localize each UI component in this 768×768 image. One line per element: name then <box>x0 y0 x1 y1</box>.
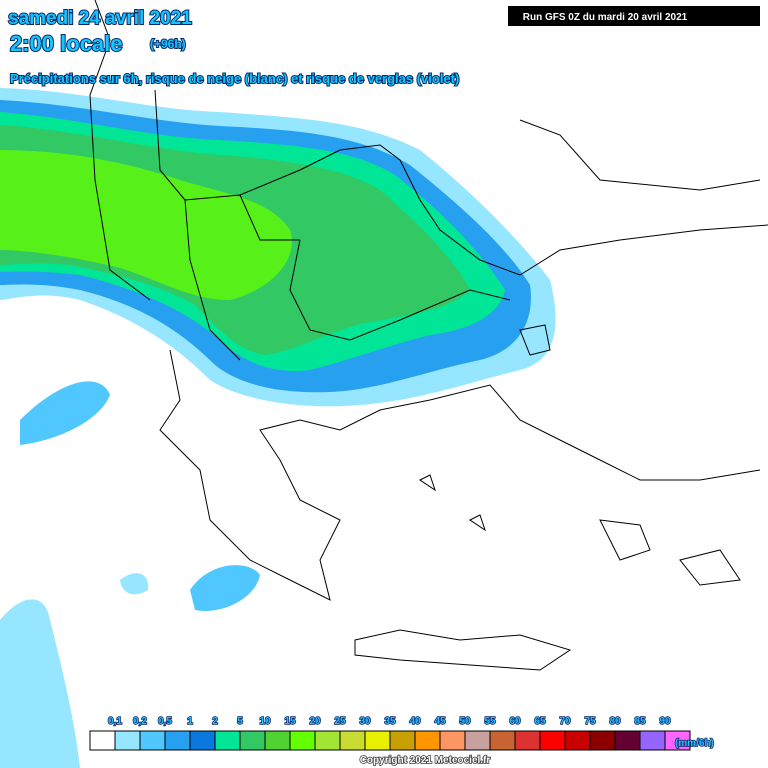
legend-swatch <box>489 730 516 751</box>
precip-patch <box>120 573 149 595</box>
legend-label: 30 <box>359 716 371 727</box>
legend-swatch <box>564 730 591 751</box>
legend-label: 65 <box>534 716 546 727</box>
legend-swatch <box>214 730 241 751</box>
legend-label: 20 <box>309 716 321 727</box>
legend-swatch <box>389 730 416 751</box>
legend-swatch <box>314 730 341 751</box>
legend-swatch <box>189 730 216 751</box>
copyright: Copyright 2021 Meteociel.fr <box>360 755 491 766</box>
precip-patch <box>0 599 80 768</box>
legend-swatch <box>289 730 316 751</box>
legend-label: 45 <box>434 716 446 727</box>
legend: 0,1 0,2 0,5 1 2 5 10 15 20 25 30 35 40 45 50 55 60 65 70 75… <box>89 715 691 751</box>
legend-swatch <box>339 730 366 751</box>
legend-swatch <box>539 730 566 751</box>
legend-label: 15 <box>284 716 296 727</box>
legend-label: 80 <box>609 716 621 727</box>
legend-label: 10 <box>259 716 271 727</box>
lead-time: (+96h) <box>150 37 186 51</box>
coastline <box>159 349 761 601</box>
legend-label: 60 <box>509 716 521 727</box>
legend-swatch <box>514 730 541 751</box>
legend-swatch <box>589 730 616 751</box>
legend-label: 70 <box>559 716 571 727</box>
legend-label: 25 <box>334 716 346 727</box>
legend-label: 85 <box>634 716 646 727</box>
coastline <box>419 119 768 276</box>
legend-swatch <box>164 730 191 751</box>
legend-swatch <box>139 730 166 751</box>
legend-label: 0,2 <box>133 716 147 727</box>
run-box <box>508 6 760 26</box>
precip-max <box>0 150 292 300</box>
legend-label: 75 <box>584 716 596 727</box>
legend-label: 1 <box>187 716 193 727</box>
legend-label: 55 <box>484 716 496 727</box>
borders <box>89 0 768 671</box>
legend-swatch <box>114 730 141 751</box>
legend-swatch <box>414 730 441 751</box>
legend-swatch <box>464 730 491 751</box>
legend-label: 90 <box>659 716 671 727</box>
run-info: Run GFS 0Z du mardi 20 avril 2021 <box>523 12 688 23</box>
islands <box>419 324 741 586</box>
precipitation-field <box>0 88 556 768</box>
legend-label: 2 <box>212 716 218 727</box>
legend-swatch <box>614 730 641 751</box>
legend-label: 50 <box>459 716 471 727</box>
legend-swatch <box>664 730 691 751</box>
border-line <box>89 0 511 361</box>
legend-swatch <box>239 730 266 751</box>
legend-swatch <box>439 730 466 751</box>
legend-swatch <box>89 730 116 751</box>
date: samedi 24 avril 2021 <box>8 8 192 29</box>
legend-swatch <box>364 730 391 751</box>
legend-swatch <box>639 730 666 751</box>
legend-unit: (mm/6h) <box>675 738 714 749</box>
legend-label: 5 <box>237 716 243 727</box>
subtitle: Précipitations sur 6h, risque de neige (… <box>10 71 459 86</box>
legend-swatch <box>264 730 291 751</box>
local-time: 2:00 locale <box>10 31 123 56</box>
precip-patch <box>20 381 110 445</box>
legend-label: 0,1 <box>108 716 122 727</box>
legend-label: 0,5 <box>158 716 172 727</box>
legend-label: 35 <box>384 716 396 727</box>
precip-patch <box>190 565 260 611</box>
legend-label: 40 <box>409 716 421 727</box>
crete <box>354 629 572 671</box>
